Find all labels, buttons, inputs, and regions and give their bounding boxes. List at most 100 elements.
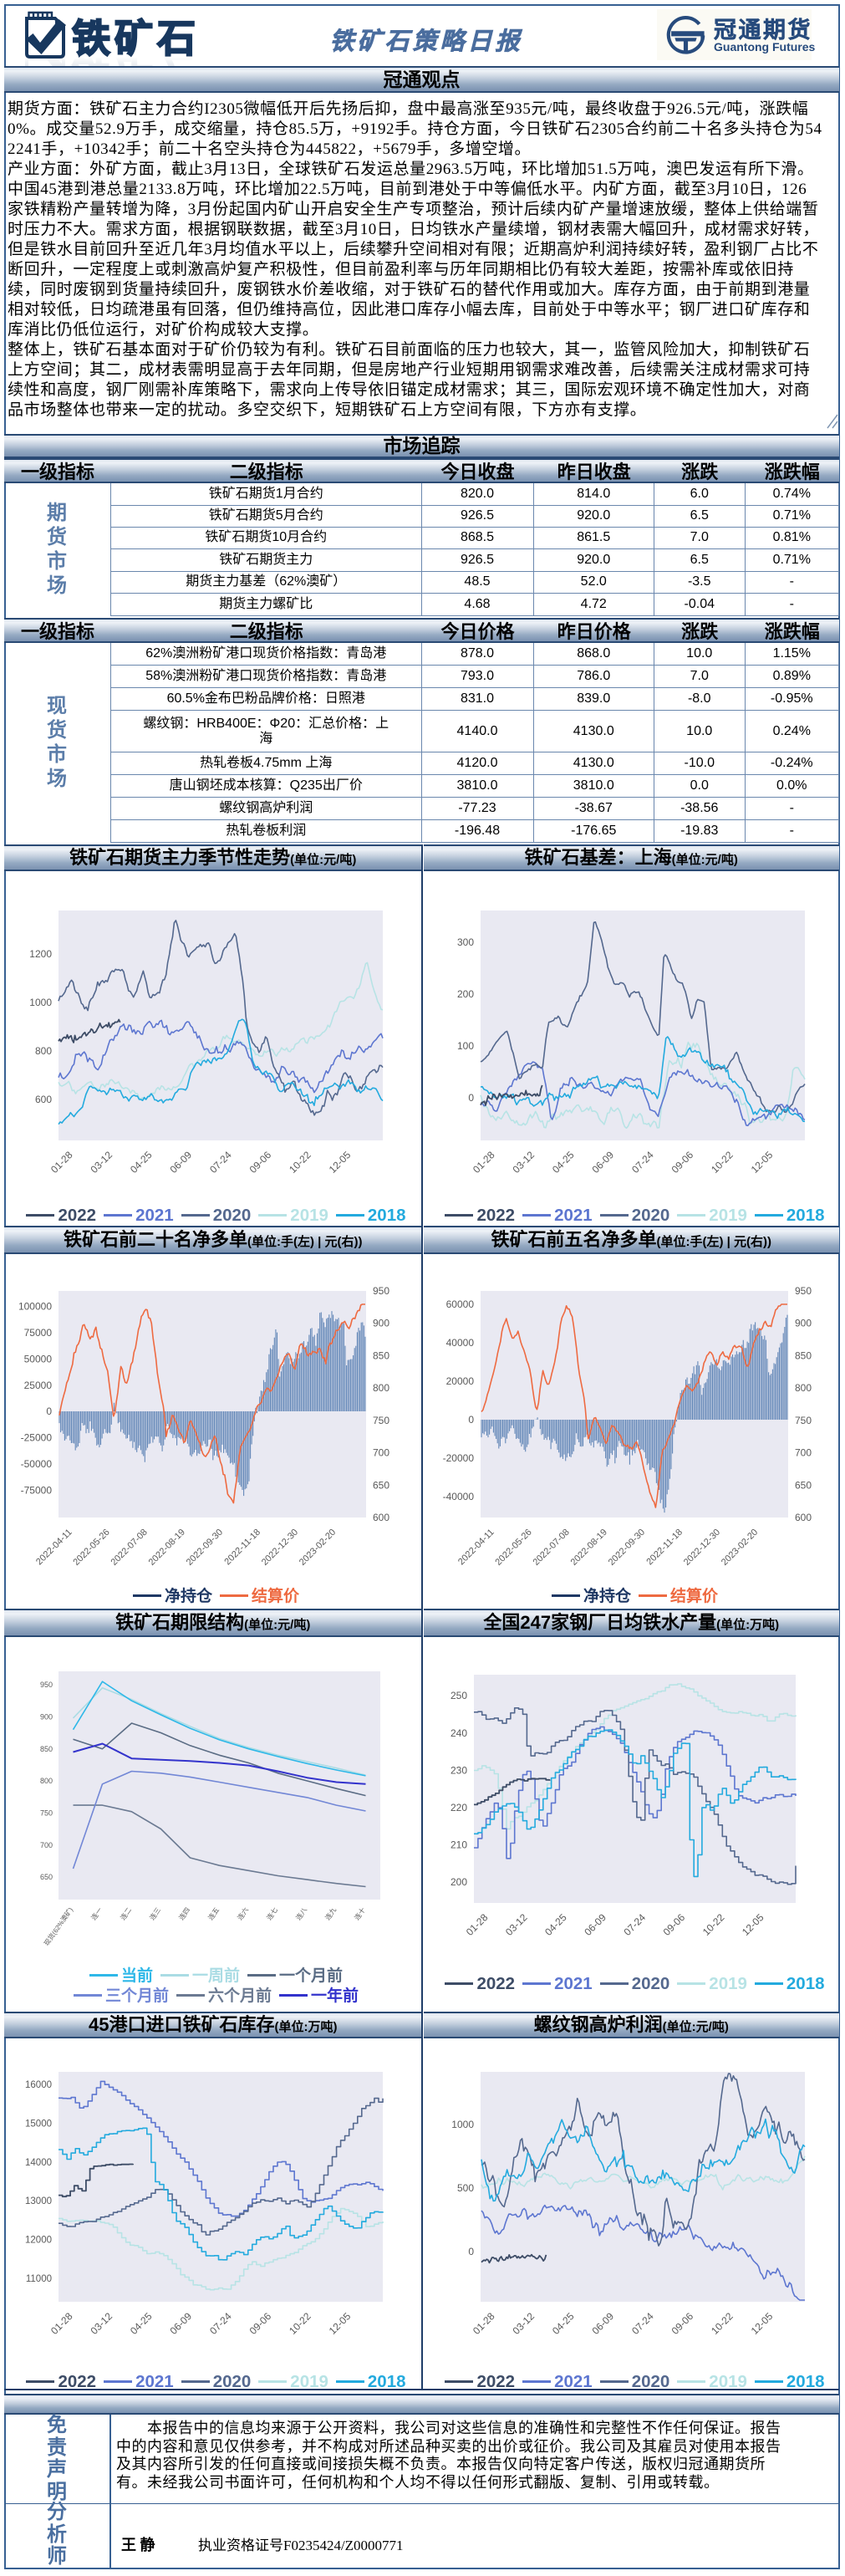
svg-text:230: 230: [450, 1764, 467, 1776]
svg-text:连四: 连四: [177, 1905, 191, 1921]
svg-text:750: 750: [40, 1809, 53, 1818]
svg-text:01-28: 01-28: [464, 1911, 491, 1938]
svg-text:03-12: 03-12: [503, 1911, 530, 1938]
svg-text:连十: 连十: [353, 1905, 367, 1921]
svg-text:2022-04-11: 2022-04-11: [456, 1528, 496, 1568]
svg-text:13000: 13000: [25, 2196, 52, 2206]
svg-text:1000: 1000: [451, 2119, 474, 2130]
svg-text:01-28: 01-28: [471, 2310, 497, 2337]
svg-text:14000: 14000: [25, 2158, 52, 2168]
svg-text:01-28: 01-28: [471, 1149, 497, 1176]
svg-text:650: 650: [373, 1479, 389, 1491]
svg-text:700: 700: [795, 1447, 812, 1459]
svg-text:500: 500: [457, 2182, 474, 2194]
svg-text:10-22: 10-22: [700, 1911, 727, 1938]
svg-text:16000: 16000: [25, 2080, 52, 2090]
svg-text:-20000: -20000: [443, 1452, 475, 1464]
svg-text:40000: 40000: [446, 1337, 475, 1349]
svg-text:07-24: 07-24: [629, 2310, 656, 2337]
svg-text:06-09: 06-09: [168, 2310, 195, 2337]
svg-text:900: 900: [373, 1318, 389, 1329]
svg-text:12-05: 12-05: [749, 2310, 776, 2337]
svg-text:1200: 1200: [29, 948, 52, 960]
svg-text:220: 220: [450, 1802, 467, 1813]
svg-text:50000: 50000: [24, 1353, 53, 1365]
svg-text:09-06: 09-06: [247, 2310, 274, 2337]
svg-text:06-09: 06-09: [590, 2310, 617, 2337]
svg-text:01-28: 01-28: [48, 2310, 75, 2337]
svg-text:75000: 75000: [24, 1327, 53, 1339]
svg-text:800: 800: [373, 1382, 389, 1394]
svg-text:2023-02-20: 2023-02-20: [298, 1528, 338, 1568]
svg-text:750: 750: [373, 1415, 389, 1426]
svg-text:600: 600: [373, 1512, 389, 1523]
svg-text:06-09: 06-09: [582, 1911, 608, 1938]
svg-text:连七: 连七: [265, 1905, 279, 1921]
svg-text:800: 800: [795, 1382, 812, 1394]
svg-text:100000: 100000: [18, 1301, 52, 1313]
svg-text:60000: 60000: [446, 1298, 475, 1310]
svg-text:连三: 连三: [148, 1905, 162, 1921]
svg-text:连二: 连二: [119, 1905, 133, 1921]
svg-text:连五: 连五: [206, 1905, 221, 1921]
svg-text:200: 200: [450, 1876, 467, 1888]
svg-text:750: 750: [795, 1415, 812, 1426]
svg-text:03-12: 03-12: [89, 2310, 115, 2337]
svg-text:连九: 连九: [323, 1905, 338, 1921]
svg-text:连六: 连六: [236, 1905, 250, 1921]
svg-text:2022-05-26: 2022-05-26: [493, 1528, 533, 1568]
svg-text:2022-12-30: 2022-12-30: [682, 1528, 722, 1568]
svg-text:07-24: 07-24: [629, 1149, 656, 1176]
svg-text:12-05: 12-05: [740, 1911, 766, 1938]
svg-text:10-22: 10-22: [287, 2310, 313, 2337]
svg-text:12-05: 12-05: [327, 1149, 354, 1176]
svg-text:09-06: 09-06: [661, 1911, 688, 1938]
svg-text:03-12: 03-12: [511, 2310, 537, 2337]
svg-text:950: 950: [373, 1285, 389, 1297]
svg-text:850: 850: [795, 1349, 812, 1361]
svg-text:900: 900: [40, 1713, 53, 1722]
svg-text:2022-07-08: 2022-07-08: [532, 1528, 572, 1568]
svg-text:连一: 连一: [89, 1905, 104, 1921]
svg-text:04-25: 04-25: [542, 1911, 569, 1938]
svg-text:240: 240: [450, 1727, 467, 1739]
svg-text:12-05: 12-05: [749, 1149, 776, 1176]
svg-text:650: 650: [795, 1479, 812, 1491]
svg-text:700: 700: [373, 1447, 389, 1459]
svg-text:04-25: 04-25: [128, 2310, 155, 2337]
svg-text:-25000: -25000: [21, 1432, 53, 1444]
svg-text:06-09: 06-09: [590, 1149, 617, 1176]
svg-text:2023-02-20: 2023-02-20: [720, 1528, 760, 1568]
svg-text:650: 650: [40, 1873, 53, 1881]
svg-text:300: 300: [457, 936, 474, 948]
svg-text:04-25: 04-25: [550, 2310, 577, 2337]
svg-text:900: 900: [795, 1318, 812, 1329]
svg-text:200: 200: [457, 988, 474, 1000]
svg-text:07-24: 07-24: [207, 1149, 234, 1176]
svg-text:03-12: 03-12: [89, 1149, 115, 1176]
svg-text:-40000: -40000: [443, 1491, 475, 1502]
svg-text:700: 700: [40, 1841, 53, 1849]
svg-text:600: 600: [795, 1512, 812, 1523]
svg-text:12000: 12000: [25, 2236, 52, 2246]
svg-text:04-25: 04-25: [128, 1149, 155, 1176]
svg-text:06-09: 06-09: [168, 1149, 195, 1176]
svg-text:2022-05-26: 2022-05-26: [71, 1528, 111, 1568]
svg-text:250: 250: [450, 1690, 467, 1701]
svg-text:07-24: 07-24: [622, 1911, 649, 1938]
svg-text:10-22: 10-22: [709, 1149, 736, 1176]
svg-text:25000: 25000: [24, 1380, 53, 1391]
svg-text:07-24: 07-24: [207, 2310, 234, 2337]
svg-text:03-12: 03-12: [511, 1149, 537, 1176]
svg-text:0: 0: [468, 1092, 474, 1104]
svg-text:09-06: 09-06: [669, 2310, 696, 2337]
svg-text:2022-09-30: 2022-09-30: [185, 1528, 225, 1568]
svg-text:800: 800: [40, 1777, 53, 1785]
svg-text:210: 210: [450, 1839, 467, 1851]
svg-text:2022-08-19: 2022-08-19: [569, 1528, 609, 1568]
svg-text:-75000: -75000: [21, 1484, 53, 1496]
svg-text:10-22: 10-22: [709, 2310, 736, 2337]
svg-text:11000: 11000: [26, 2274, 52, 2284]
svg-text:-50000: -50000: [21, 1458, 53, 1470]
svg-text:连八: 连八: [294, 1905, 308, 1921]
